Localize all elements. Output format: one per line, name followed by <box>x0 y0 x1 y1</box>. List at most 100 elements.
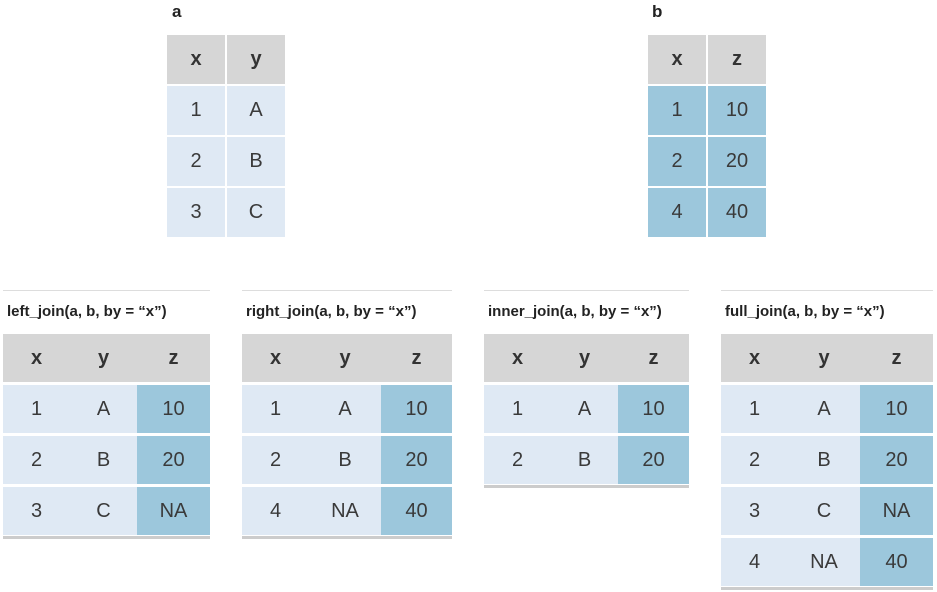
cell: 10 <box>137 382 210 435</box>
table-row: 4 40 <box>648 188 766 237</box>
divider <box>3 290 210 291</box>
table-row: 1 A 10 <box>721 382 933 435</box>
table-a-label: a <box>172 2 182 21</box>
cell: 4 <box>721 535 788 586</box>
table-row: 3 C <box>167 188 285 237</box>
cell: 20 <box>137 433 210 486</box>
cell: B <box>551 433 618 484</box>
cell: B <box>227 137 285 186</box>
table-b: x z 1 10 2 20 4 40 <box>646 33 768 239</box>
table-row: 1 A 10 <box>484 382 689 435</box>
header-cell: y <box>70 334 137 384</box>
cell: A <box>309 382 381 435</box>
table-row: 2 B 20 <box>3 433 210 486</box>
cell: 20 <box>860 433 933 486</box>
cell: 10 <box>860 382 933 435</box>
cell: 2 <box>484 433 551 484</box>
cell: 3 <box>3 484 70 535</box>
cell: A <box>551 382 618 435</box>
full-join-title: full_join(a, b, by = “x”) <box>725 303 885 320</box>
header-cell: z <box>618 334 689 384</box>
cell: NA <box>788 535 860 586</box>
cell: 10 <box>381 382 452 435</box>
header-cell: x <box>484 334 551 384</box>
inner-join-table: x y z 1 A 10 2 B 20 <box>484 334 689 484</box>
cell: 1 <box>648 86 706 135</box>
cell: A <box>70 382 137 435</box>
table-row: 2 20 <box>648 137 766 186</box>
cell: 20 <box>708 137 766 186</box>
header-cell: y <box>227 35 285 84</box>
header-cell: y <box>309 334 381 384</box>
table-row: 1 A 10 <box>242 382 452 435</box>
header-cell: z <box>137 334 210 384</box>
table-row: 4 NA 40 <box>242 484 452 535</box>
cell: NA <box>309 484 381 535</box>
header-cell: z <box>708 35 766 84</box>
cell: 40 <box>708 188 766 237</box>
table-header-row: x z <box>648 35 766 84</box>
table-row: 1 A 10 <box>3 382 210 435</box>
table-bottom-rule <box>3 536 210 539</box>
table-row: 2 B 20 <box>721 433 933 486</box>
cell: NA <box>137 484 210 535</box>
divider <box>242 290 452 291</box>
cell: NA <box>860 484 933 537</box>
cell: B <box>309 433 381 486</box>
divider <box>484 290 689 291</box>
right-join-title: right_join(a, b, by = “x”) <box>246 303 417 320</box>
cell: 10 <box>618 382 689 435</box>
cell: 3 <box>167 188 225 237</box>
cell: 2 <box>648 137 706 186</box>
header-cell: y <box>551 334 618 384</box>
cell: 3 <box>721 484 788 537</box>
cell: C <box>788 484 860 537</box>
cell: C <box>227 188 285 237</box>
table-header-row: x y z <box>242 334 452 384</box>
table-bottom-rule <box>242 536 452 539</box>
cell: 10 <box>708 86 766 135</box>
table-header-row: x y <box>167 35 285 84</box>
divider <box>721 290 933 291</box>
header-cell: z <box>860 334 933 384</box>
inner-join-title: inner_join(a, b, by = “x”) <box>488 303 662 320</box>
header-cell: z <box>381 334 452 384</box>
cell: B <box>70 433 137 486</box>
table-row: 2 B <box>167 137 285 186</box>
header-cell: y <box>788 334 860 384</box>
cell: B <box>788 433 860 486</box>
table-row: 3 C NA <box>3 484 210 535</box>
left-join-table: x y z 1 A 10 2 B 20 3 C NA <box>3 334 210 535</box>
table-row: 1 A <box>167 86 285 135</box>
table-b-label: b <box>652 2 663 21</box>
table-row: 2 B 20 <box>242 433 452 486</box>
right-join-table: x y z 1 A 10 2 B 20 4 NA 40 <box>242 334 452 535</box>
table-row: 4 NA 40 <box>721 535 933 586</box>
cell: 4 <box>648 188 706 237</box>
cell: 1 <box>167 86 225 135</box>
header-cell: x <box>648 35 706 84</box>
cell: 20 <box>381 433 452 486</box>
cell: 1 <box>484 382 551 435</box>
table-header-row: x y z <box>721 334 933 384</box>
cell: 40 <box>381 484 452 535</box>
cell: 4 <box>242 484 309 535</box>
header-cell: x <box>721 334 788 384</box>
table-header-row: x y z <box>3 334 210 384</box>
full-join-table: x y z 1 A 10 2 B 20 3 C NA 4 NA 40 <box>721 334 933 586</box>
table-row: 3 C NA <box>721 484 933 537</box>
table-bottom-rule <box>721 587 933 590</box>
cell: 1 <box>721 382 788 435</box>
cell: 2 <box>242 433 309 486</box>
table-a: x y 1 A 2 B 3 C <box>165 33 287 239</box>
table-row: 1 10 <box>648 86 766 135</box>
left-join-title: left_join(a, b, by = “x”) <box>7 303 167 320</box>
table-bottom-rule <box>484 485 689 488</box>
cell: 1 <box>242 382 309 435</box>
cell: C <box>70 484 137 535</box>
cell: A <box>788 382 860 435</box>
cell: 20 <box>618 433 689 484</box>
cell: 40 <box>860 535 933 586</box>
cell: A <box>227 86 285 135</box>
header-cell: x <box>3 334 70 384</box>
